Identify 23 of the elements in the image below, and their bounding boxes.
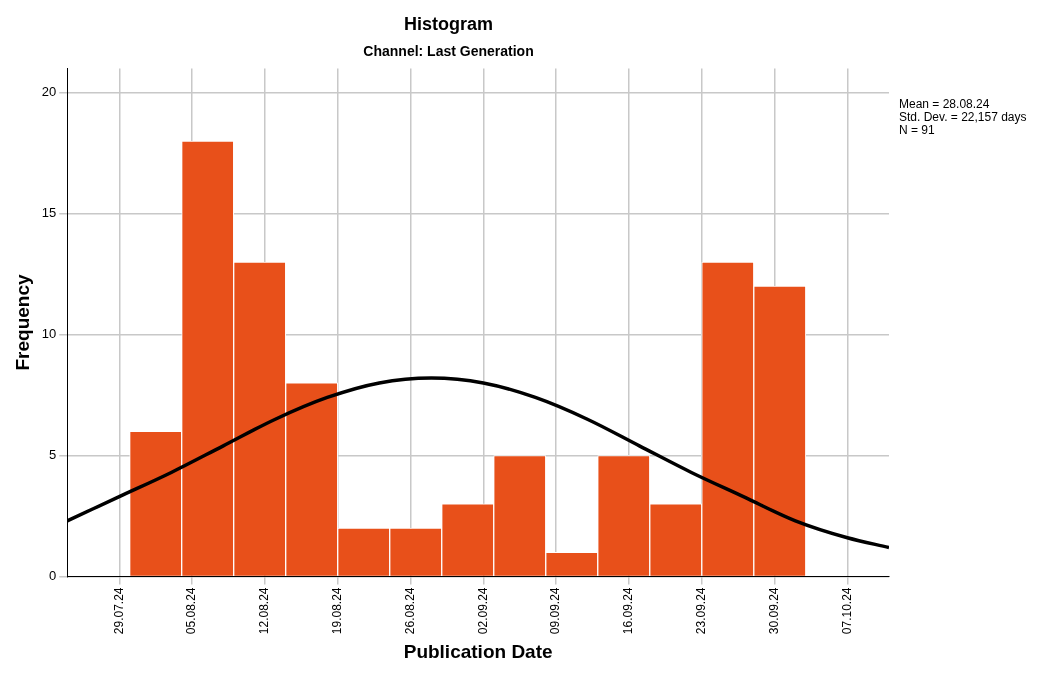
x-tick-label: 23.09.24 [694, 587, 709, 635]
x-axis-title: Publication Date [403, 640, 553, 662]
x-tick-label: 19.08.24 [330, 587, 345, 635]
y-tick-label: 15 [41, 205, 57, 221]
text: Mean = 28.08.24 [899, 96, 990, 111]
chart-title: Histogram [403, 13, 494, 34]
x-tick-label: 12.08.24 [257, 587, 272, 635]
y-tick-label: 0 [49, 568, 57, 584]
y-axis-title: Frequency [11, 273, 33, 371]
x-tick-label: 05.08.24 [184, 587, 199, 635]
text: Std. Dev. = 22,157 days [899, 109, 1027, 124]
x-tick-label: 16.09.24 [621, 587, 636, 635]
chart-subtitle: Channel: Last Generation [363, 42, 534, 59]
y-tick-label: 10 [41, 326, 57, 342]
x-tick-label: 29.07.24 [111, 587, 126, 635]
y-tick-label: 5 [49, 447, 57, 463]
x-tick-label: 30.09.24 [766, 587, 781, 635]
x-tick-label: 26.08.24 [402, 587, 417, 635]
y-tick-label: 20 [41, 84, 57, 100]
text: N = 91 [899, 122, 936, 137]
x-tick-label: 02.09.24 [475, 587, 490, 635]
x-tick-label: 07.10.24 [839, 587, 854, 635]
x-tick-label: 09.09.24 [548, 587, 563, 635]
